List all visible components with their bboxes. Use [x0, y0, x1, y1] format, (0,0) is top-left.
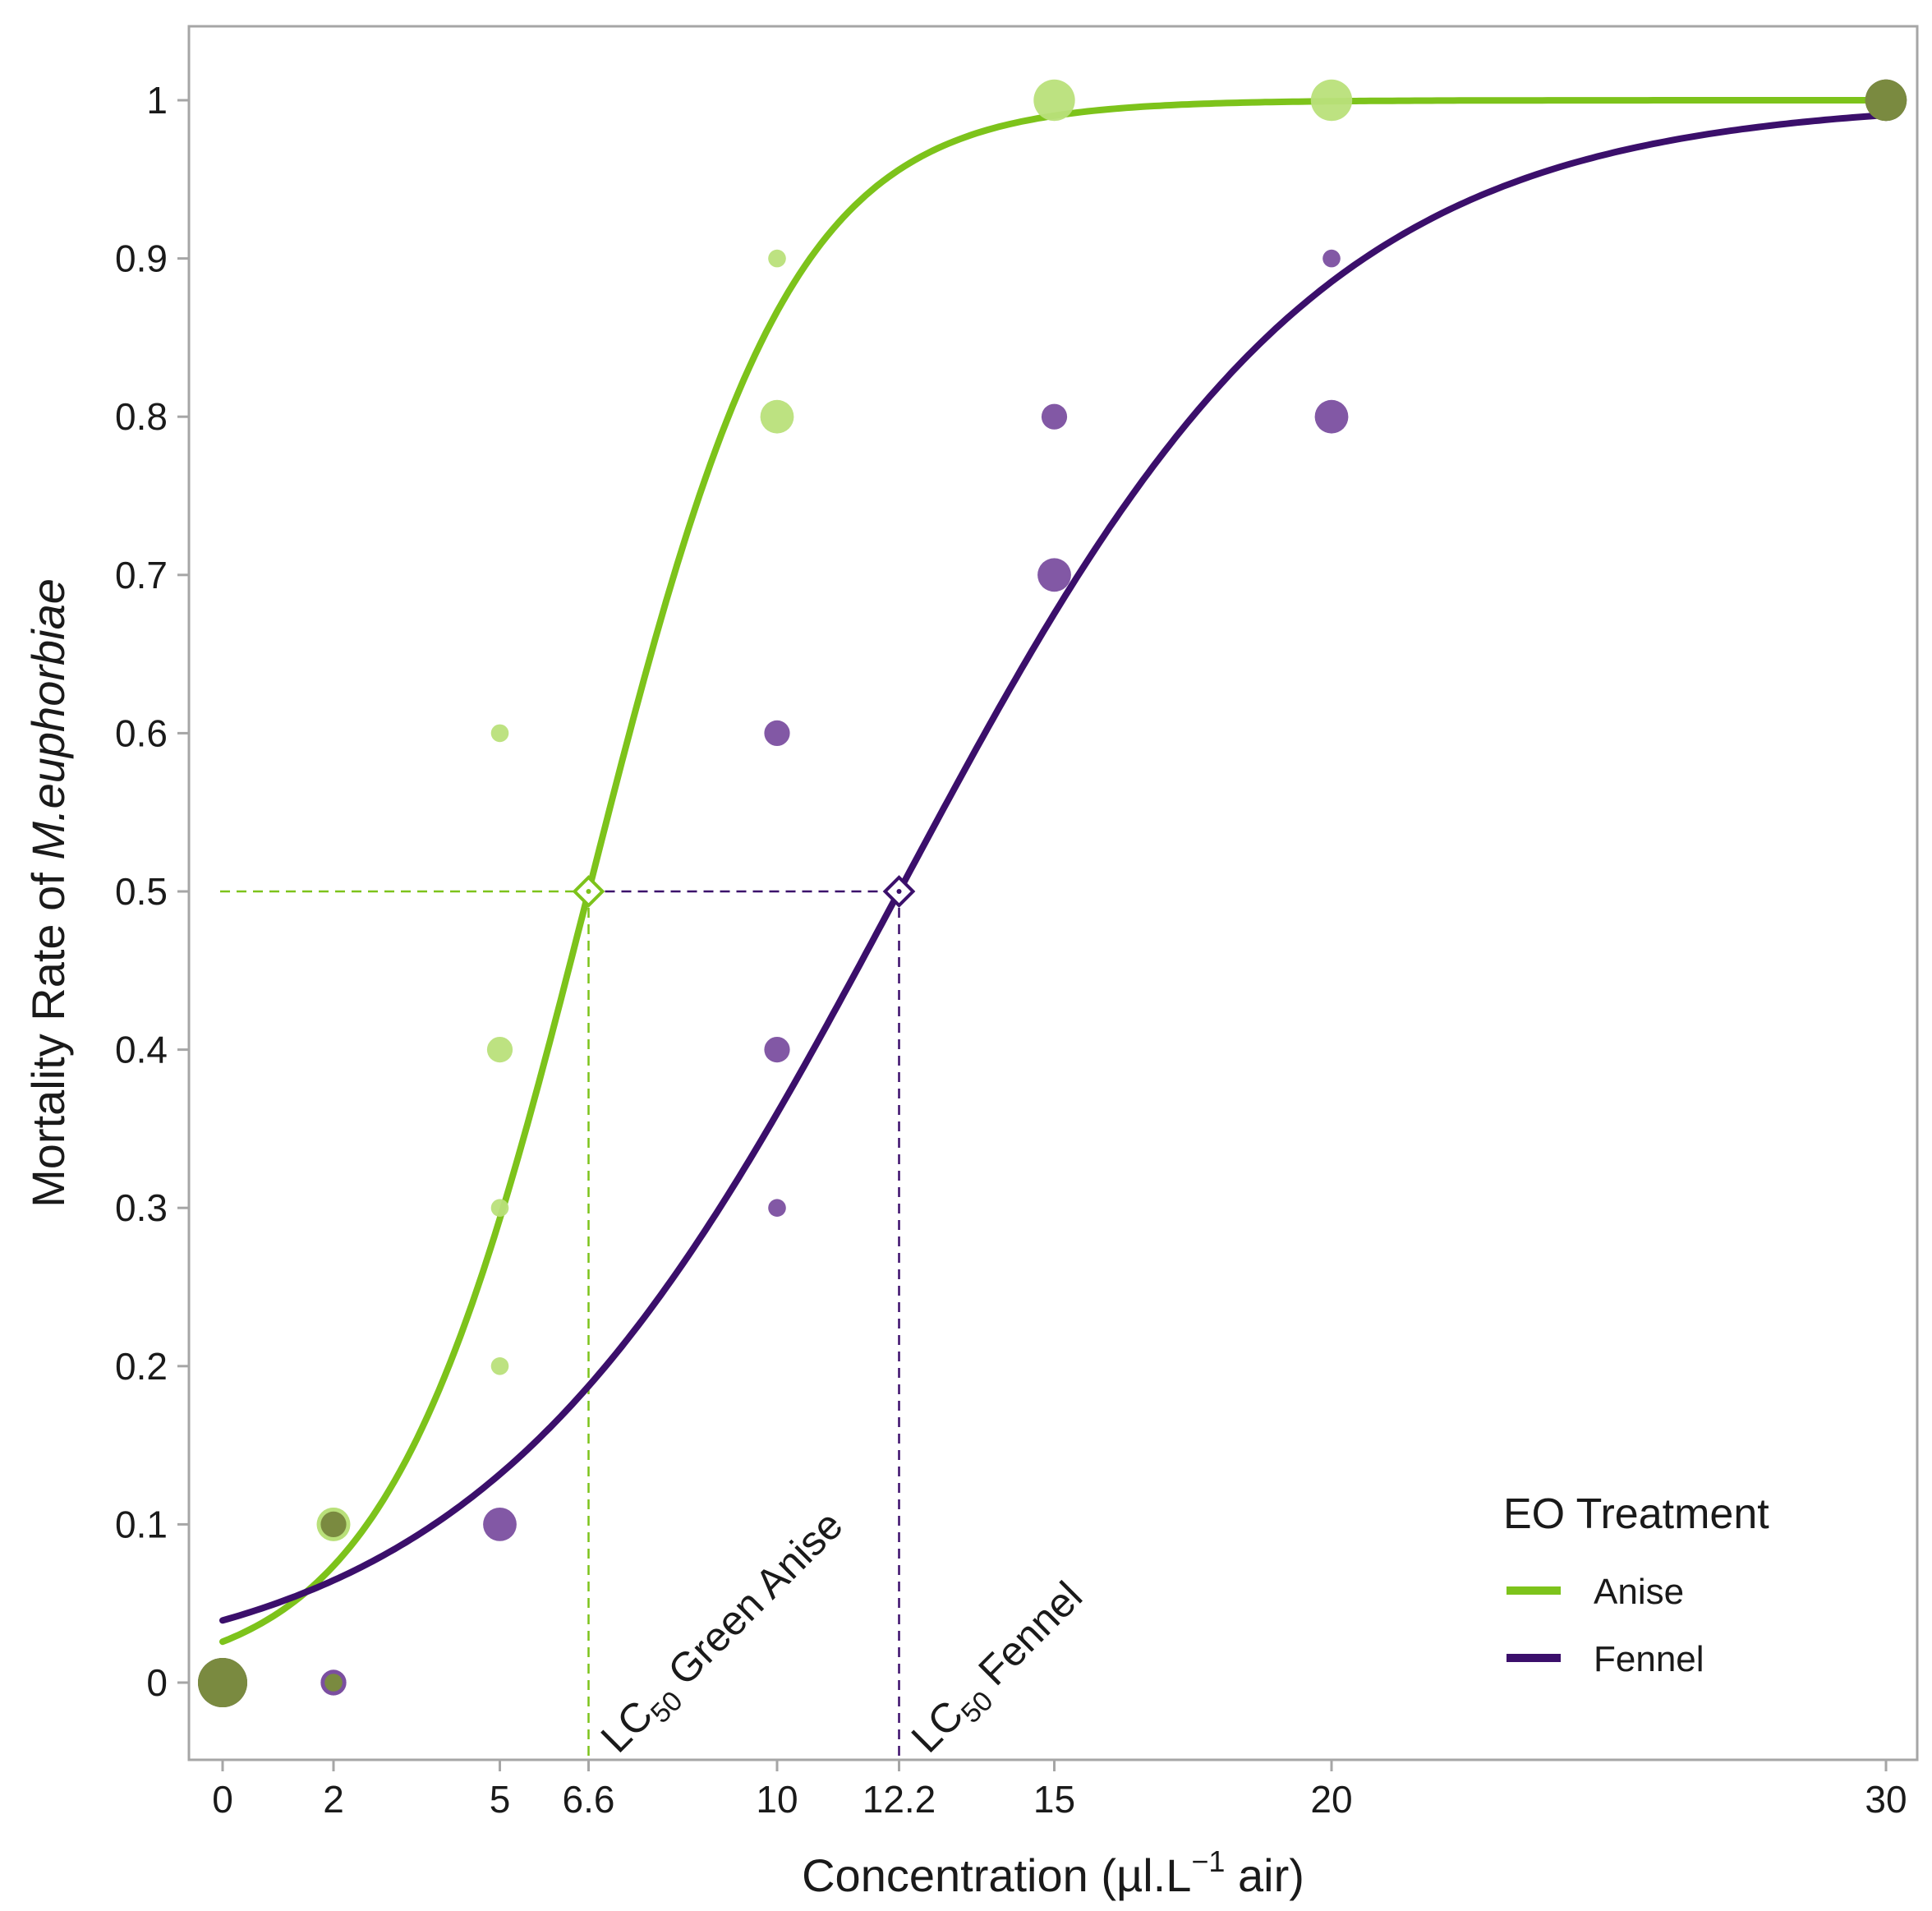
x-tick-label: 10 [756, 1778, 798, 1821]
lc50-marker-center [896, 889, 902, 894]
point-fennel [1322, 249, 1341, 268]
point-fennel [483, 1508, 517, 1541]
x-tick-label: 20 [1310, 1778, 1352, 1821]
point-anise [1033, 79, 1075, 122]
x-axis: 0 2 5 6.6 10 12.2 15 20 30 [212, 1760, 1907, 1821]
x-tick-label: 0 [212, 1778, 233, 1821]
point-anise [490, 1199, 509, 1217]
legend-label-anise: Anise [1594, 1572, 1684, 1612]
observed-points [198, 79, 1907, 1707]
point-fennel [764, 720, 790, 747]
x-axis-title-end: air) [1225, 1849, 1304, 1901]
y-tick-label: 0 [146, 1661, 168, 1704]
point-fennel [1037, 558, 1071, 592]
lc50-guides [220, 890, 900, 1760]
y-tick-label: 0.6 [115, 711, 168, 754]
legend-label-fennel: Fennel [1594, 1639, 1704, 1679]
x-tick-label: 5 [490, 1778, 511, 1821]
y-tick-label: 0.5 [115, 870, 168, 913]
y-tick-label: 0.3 [115, 1186, 168, 1229]
y-axis-title-main: Mortality Rate of [22, 860, 74, 1208]
y-tick-label: 0.2 [115, 1345, 168, 1388]
x-axis-title-main: Concentration (µl.L [802, 1849, 1191, 1901]
x-tick-label: 30 [1865, 1778, 1907, 1821]
y-tick-label: 0.1 [115, 1503, 168, 1545]
y-tick-label: 1 [146, 79, 168, 122]
y-axis: 0 0.1 0.2 0.3 0.4 0.5 0.6 0.7 0.8 0.9 1 [115, 79, 189, 1704]
point-anise [1310, 79, 1353, 122]
point-overlap-inner [1865, 79, 1907, 122]
x-axis-title-superscript: −1 [1191, 1844, 1225, 1878]
x-tick-label: 2 [323, 1778, 344, 1821]
point-overlap-inner [324, 1674, 343, 1692]
y-tick-label: 0.4 [115, 1029, 168, 1071]
point-anise [768, 249, 786, 268]
point-anise [486, 1037, 513, 1063]
x-tick-label: 15 [1033, 1778, 1075, 1821]
y-axis-title: Mortality Rate of M.euphorbiae [22, 578, 74, 1208]
x-tick-label: 6.6 [563, 1778, 615, 1821]
plot-panel [187, 25, 1919, 1761]
x-axis-title: Concentration (µl.L−1 air) [802, 1844, 1304, 1901]
point-overlap-inner [198, 1658, 247, 1707]
lc50-markers [572, 875, 916, 908]
y-tick-label: 0.9 [115, 237, 168, 280]
point-fennel [764, 1037, 790, 1063]
legend-title: EO Treatment [1503, 1490, 1769, 1538]
y-axis-title-species: M.euphorbiae [22, 578, 74, 859]
legend: EO Treatment Anise Fennel [1503, 1490, 1769, 1679]
point-anise [490, 1357, 509, 1375]
point-fennel [768, 1199, 786, 1217]
curve-fennel [219, 112, 1889, 1624]
point-anise [490, 724, 509, 743]
lc50-marker-center [586, 889, 591, 894]
point-fennel [1041, 403, 1068, 430]
x-tick-label: 12.2 [862, 1778, 936, 1821]
y-tick-label: 0.7 [115, 554, 168, 596]
point-anise [760, 399, 794, 434]
point-fennel [1314, 399, 1349, 434]
point-overlap-inner [320, 1511, 347, 1537]
y-tick-label: 0.8 [115, 395, 168, 438]
